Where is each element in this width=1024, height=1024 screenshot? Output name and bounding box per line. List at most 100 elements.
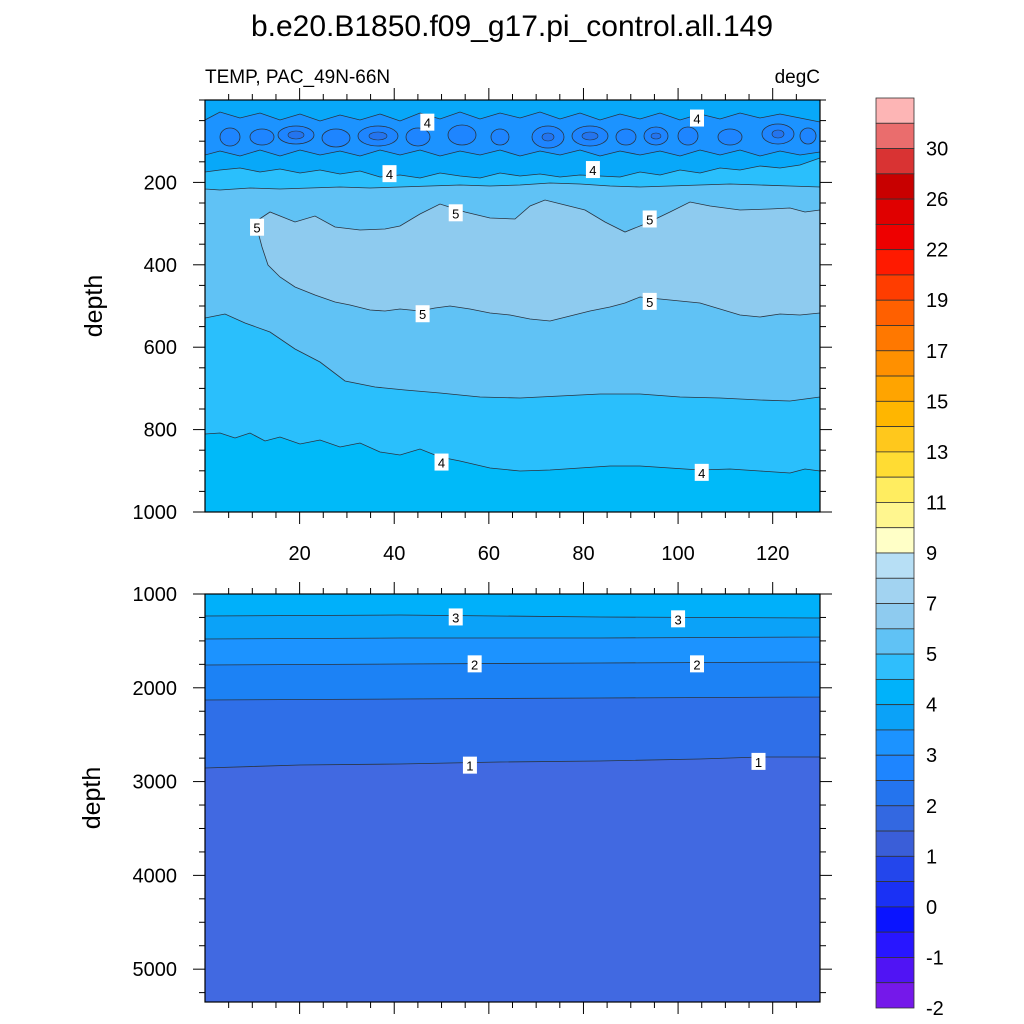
colorbar: 30 26 22 19 17 15 13 11 9 7 5 4 3 2 1 0 -1 -2: [875, 97, 948, 1020]
colorbar-label: -1: [926, 947, 944, 969]
colorbar-box: [875, 780, 915, 807]
lower-band-3-to-4: [205, 594, 820, 619]
lower-contour-labels: 3 3 2 2 1 1: [448, 608, 766, 774]
y-tick-label: 4000: [133, 865, 178, 887]
colorbar-label: 5: [926, 644, 937, 666]
colorbar-box: [875, 198, 915, 225]
upper-band-5-plus: [257, 199, 820, 322]
contour-label: 5: [415, 305, 430, 323]
contour-label-text: 1: [755, 755, 762, 770]
colorbar-label: 30: [926, 139, 948, 161]
colorbar-box: [875, 805, 915, 832]
y-tick-label: 1000: [133, 502, 178, 524]
colorbar-box: [875, 97, 915, 124]
chart-title: b.e20.B1850.f09_g17.pi_control.all.149: [251, 10, 773, 43]
colorbar-box: [875, 577, 915, 604]
contour-label-box: [642, 210, 657, 228]
colorbar-box: [875, 375, 915, 402]
contour-label: 5: [250, 218, 265, 236]
x-tick-label: 80: [572, 543, 594, 565]
contour-label: 4: [585, 161, 600, 179]
contour-label-text: 2: [471, 657, 478, 672]
contour-label-text: 4: [693, 112, 700, 127]
contour-label: 4: [420, 113, 435, 131]
colorbar-labels: 30 26 22 19 17 15 13 11 9 7 5 4 3 2 1 0 -1 -2: [926, 139, 948, 1020]
colorbar-box: [875, 603, 915, 630]
contour-label-box: [382, 165, 397, 183]
contour-label-box: [448, 204, 463, 222]
y-tick-label: 800: [144, 420, 177, 442]
contour-label-text: 5: [646, 295, 653, 310]
contour-label-text: 3: [452, 610, 459, 625]
contour-label: 5: [642, 292, 657, 310]
contour-label: 5: [642, 210, 657, 228]
colorbar-box: [875, 350, 915, 377]
y-tick-label: 5000: [133, 959, 178, 981]
contour-label: 4: [434, 453, 449, 471]
upper-cold-cells: [219, 123, 817, 149]
colorbar-label: 0: [926, 897, 937, 919]
colorbar-box: [875, 223, 915, 251]
contour-label: 3: [671, 610, 686, 628]
colorbar-box: [875, 249, 915, 276]
contour-label-text: 4: [424, 116, 431, 131]
colorbar-box: [875, 982, 915, 1009]
colorbar-box: [875, 527, 915, 554]
contour-label-text: 4: [589, 163, 596, 178]
colorbar-label: 15: [926, 391, 948, 413]
colorbar-box: [875, 552, 915, 579]
colorbar-box: [875, 653, 915, 680]
colorbar-box: [875, 274, 915, 301]
colorbar-label: 3: [926, 745, 937, 767]
colorbar-box: [875, 906, 915, 933]
y-tick-label: 2000: [133, 678, 178, 700]
contour-label-box: [694, 463, 709, 481]
colorbar-box: [875, 881, 915, 908]
contour-label-box: [434, 453, 449, 471]
colorbar-box: [875, 855, 915, 883]
colorbar-label: 4: [926, 695, 937, 717]
contour-label-box: [462, 756, 477, 774]
colorbar-box: [875, 931, 915, 958]
colorbar-box: [875, 628, 915, 655]
colorbar-box: [875, 704, 915, 731]
colorbar-box: [875, 173, 915, 200]
contour-label: 5: [448, 204, 463, 222]
colorbar-boxes: [875, 97, 915, 1009]
contour-label-text: 5: [419, 307, 426, 322]
x-tick-label: 40: [383, 543, 405, 565]
contour-label-box: [250, 218, 265, 236]
contour-label-text: 5: [646, 212, 653, 227]
contour-label-box: [671, 610, 686, 628]
lower-y-axis-label: depth: [78, 767, 106, 830]
colorbar-label: 1: [926, 846, 937, 868]
colorbar-label: 2: [926, 796, 937, 818]
colorbar-box: [875, 325, 915, 352]
contour-label: 1: [462, 756, 477, 774]
contour-label: 2: [467, 655, 482, 673]
contour-label-box: [642, 292, 657, 310]
contour-label-box: [690, 109, 704, 127]
x-tick-label: 120: [756, 543, 789, 565]
upper-panel: 4 4 4 4 5 5 5 5 5 4 4 20 40 60 80 100 120 200 400 600 800 1…: [133, 88, 832, 565]
colorbar-label: 11: [926, 492, 947, 514]
contour-label: 4: [382, 165, 397, 183]
lower-panel: 3 3 2 2 1 1 1000 2000 3000 4000 5000: [133, 582, 832, 1014]
upper-y-axis-label: depth: [80, 275, 108, 338]
contour-label: 2: [690, 655, 704, 673]
contour-label-text: 4: [386, 167, 393, 182]
upper-band-3-core: [205, 111, 820, 157]
y-tick-label: 3000: [133, 772, 178, 794]
contour-label-box: [585, 161, 600, 179]
contour-label: 1: [751, 752, 766, 770]
x-tick-label: 100: [661, 543, 694, 565]
lower-x-ticks: [228, 582, 797, 1014]
contour-label-box: [420, 113, 435, 131]
contour-label-text: 1: [466, 759, 473, 774]
colorbar-box: [875, 451, 915, 478]
contour-label-box: [751, 752, 766, 770]
colorbar-label: 17: [926, 341, 948, 363]
upper-y-ticks: 200 400 600 800 1000: [133, 99, 832, 524]
colorbar-box: [875, 426, 915, 453]
